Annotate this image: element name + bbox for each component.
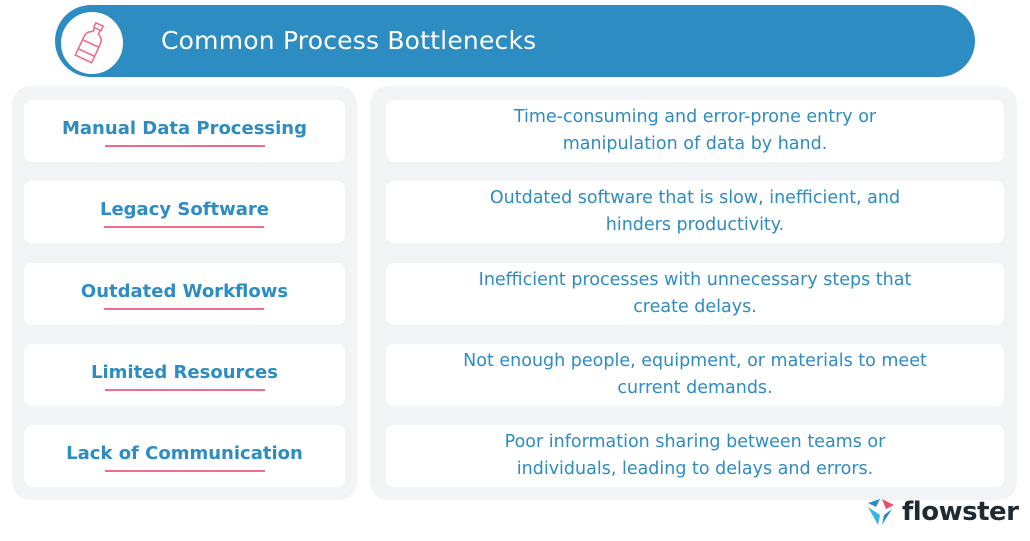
term-label: Manual Data Processing <box>62 118 307 145</box>
description-card: Inefficient processes with unnecessary s… <box>386 263 1004 325</box>
term-card: Manual Data Processing <box>24 100 345 162</box>
term-label: Limited Resources <box>91 362 278 389</box>
term-label: Legacy Software <box>100 199 269 226</box>
description-text: Time-consuming and error-prone entry or … <box>513 107 877 154</box>
term-card: Outdated Workflows <box>24 263 345 325</box>
page-title: Common Process Bottlenecks <box>161 26 537 55</box>
header-icon-badge <box>58 9 126 77</box>
description-text: Inefficient processes with unnecessary s… <box>478 270 912 317</box>
description-card: Outdated software that is slow, ineffici… <box>386 181 1004 243</box>
logo-text: flowster <box>902 497 1019 527</box>
description-text: Outdated software that is slow, ineffici… <box>489 188 901 235</box>
description-text: Poor information sharing between teams o… <box>504 432 886 479</box>
term-label: Outdated Workflows <box>81 281 288 308</box>
flowster-logo: flowster <box>864 497 1019 527</box>
bottle-icon <box>74 21 105 64</box>
term-label: Lack of Communication <box>66 443 303 470</box>
description-card: Not enough people, equipment, or materia… <box>386 344 1004 406</box>
term-card: Legacy Software <box>24 181 345 243</box>
description-card: Time-consuming and error-prone entry or … <box>386 100 1004 162</box>
flowster-logo-icon <box>868 499 894 525</box>
term-card: Lack of Communication <box>24 425 345 487</box>
header-banner: Common Process Bottlenecks <box>55 5 975 77</box>
term-card: Limited Resources <box>24 344 345 406</box>
description-card: Poor information sharing between teams o… <box>386 425 1004 487</box>
description-text: Not enough people, equipment, or materia… <box>463 351 927 398</box>
